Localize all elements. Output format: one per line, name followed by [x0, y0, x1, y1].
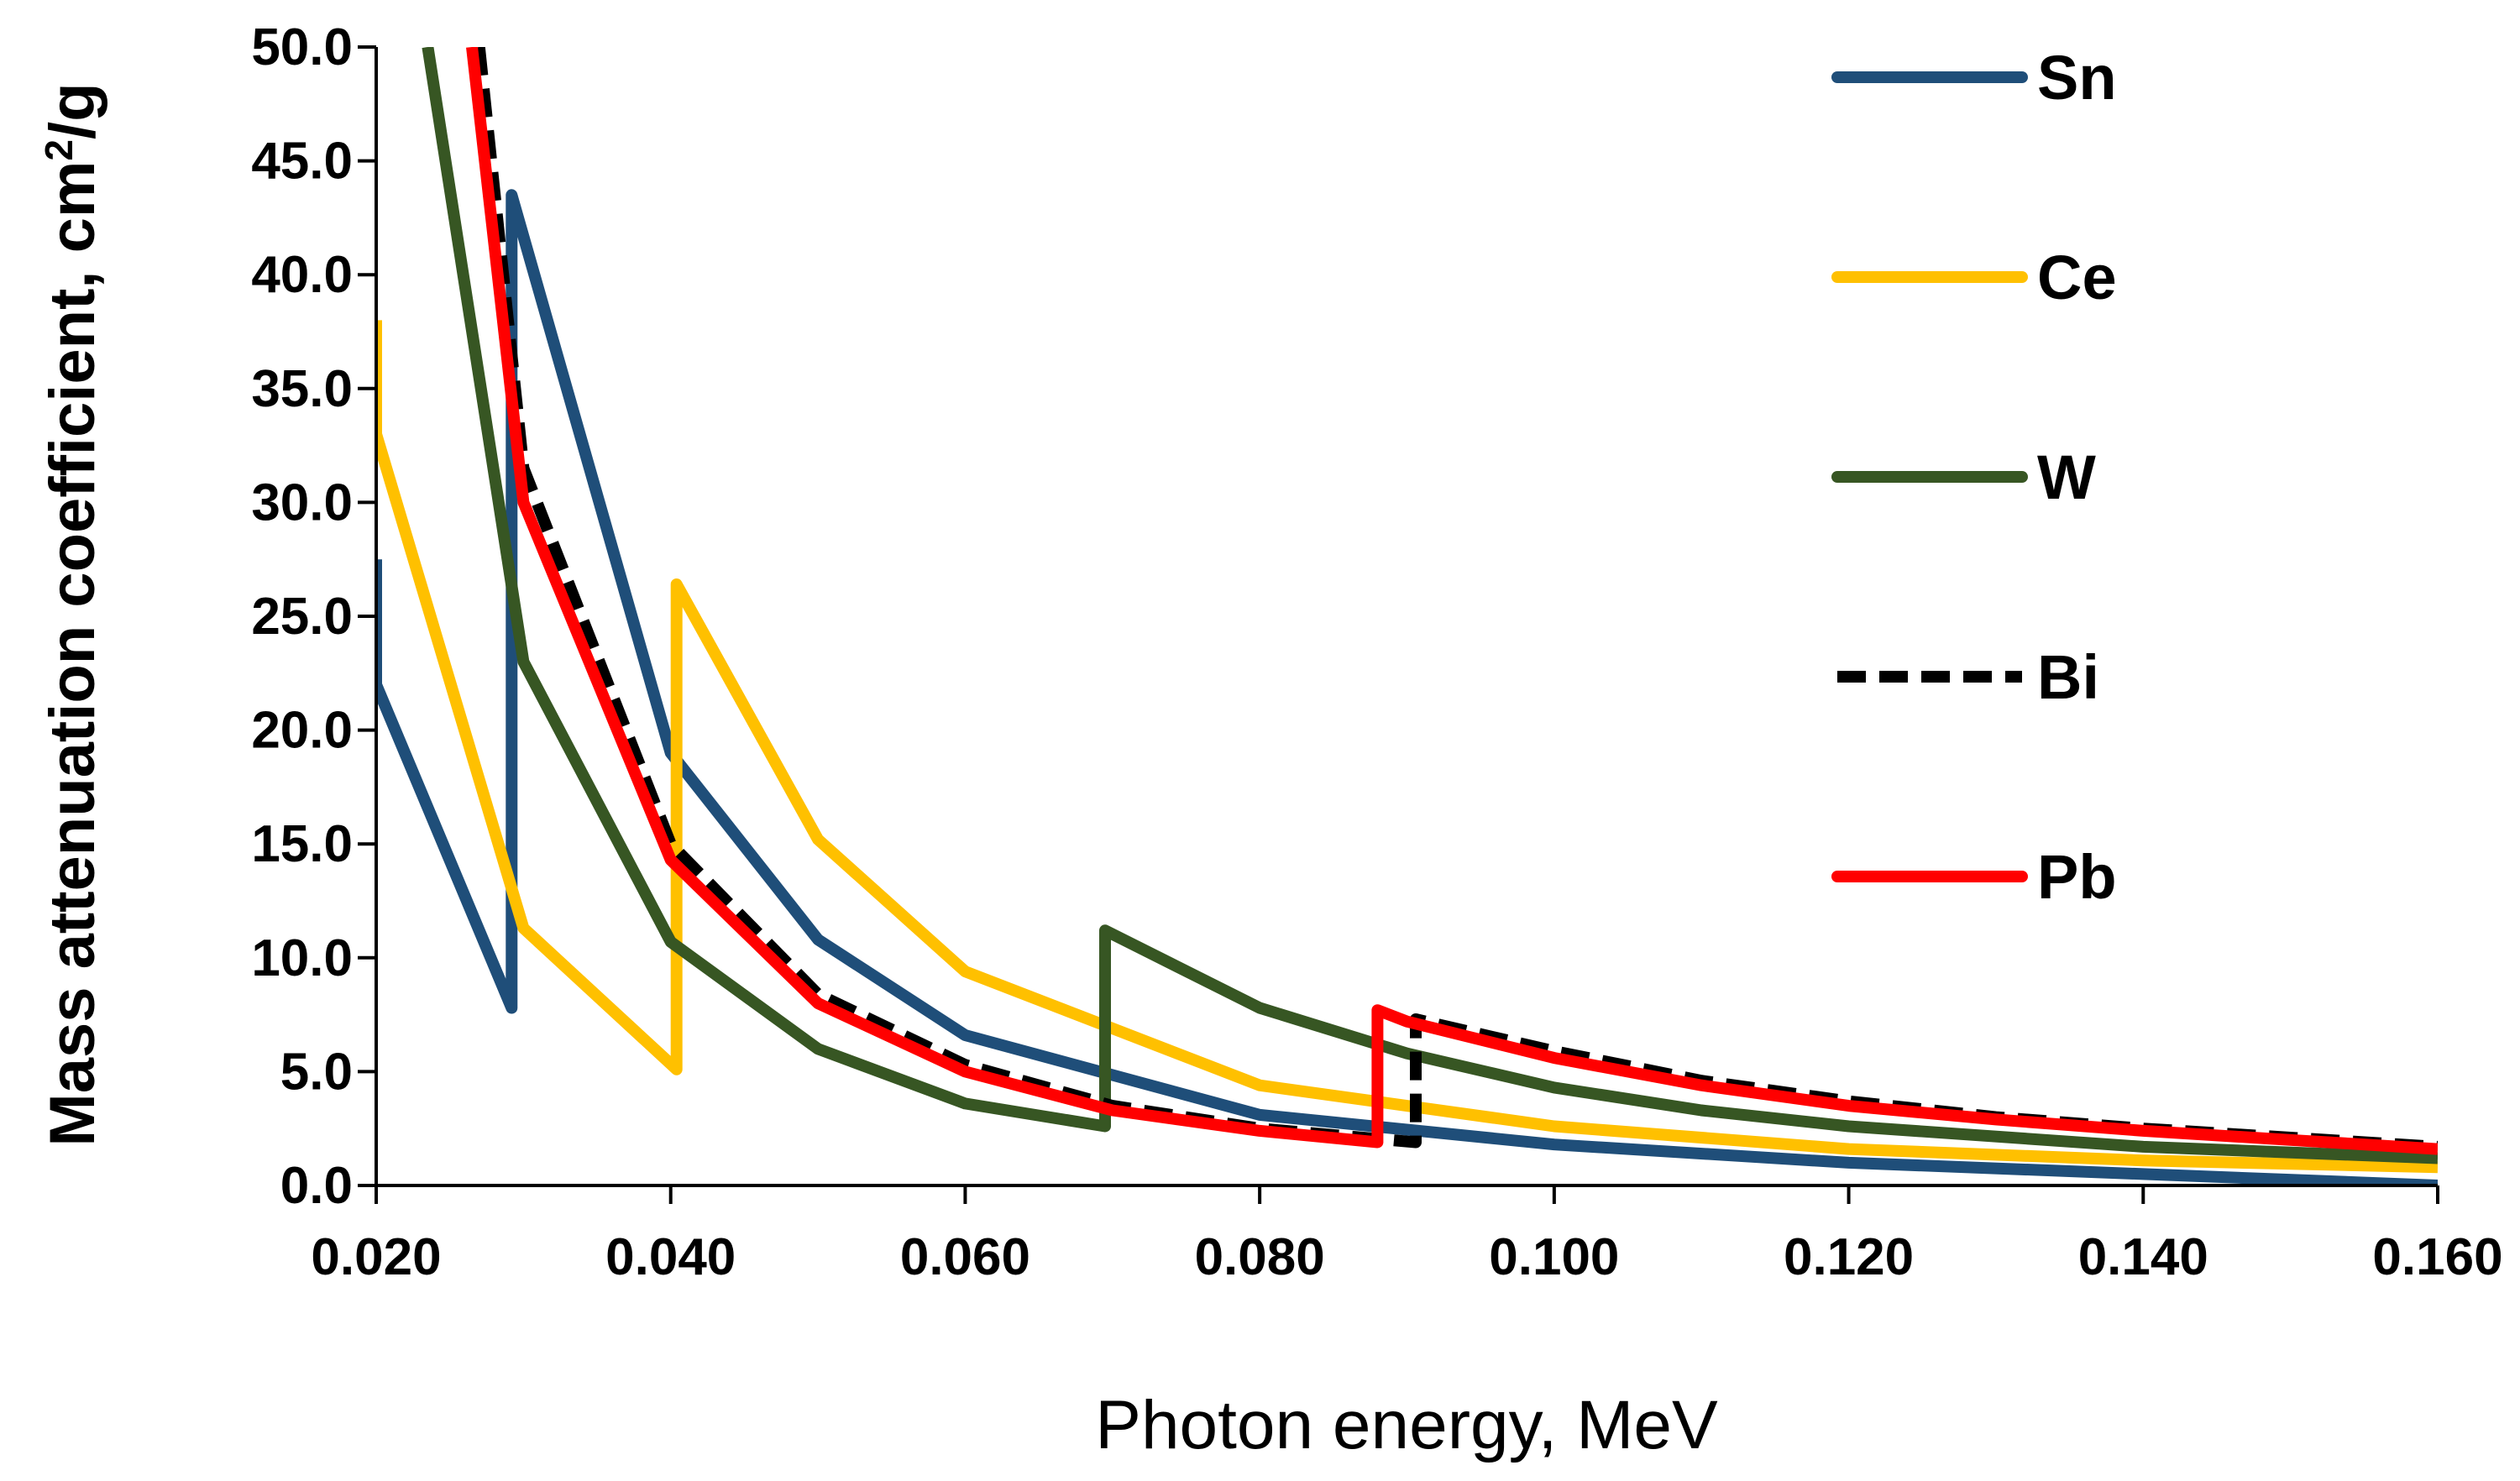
ticks-layer: 0.0 5.0 10.0 15.0 20.0 25.0 30.0 35.0 40.0 45.0 50… [251, 18, 2502, 1286]
y-axis-title-superscript: 2 [37, 139, 81, 161]
y-tick-label: 40.0 [251, 246, 353, 304]
y-tick-label: 0.0 [280, 1157, 353, 1215]
series-line-ce [376, 320, 2438, 1174]
y-tick-label: 15.0 [251, 815, 353, 873]
y-axis-title-main: Mass attenuation coefficient, cm [37, 161, 108, 1147]
legend-label-ce: Ce [2037, 243, 2117, 312]
y-axis-title: Mass attenuation coefficient, cm2/g [37, 82, 108, 1146]
y-tick-label: 5.0 [280, 1043, 353, 1101]
series-line-pb [466, 47, 2438, 1155]
y-tick-label: 30.0 [251, 474, 353, 531]
legend-label-w: W [2037, 442, 2096, 512]
x-tick-label: 0.060 [900, 1228, 1030, 1286]
y-tick-label: 25.0 [251, 588, 353, 646]
x-tick-label: 0.080 [1195, 1228, 1325, 1286]
x-axis-title: Photon energy, MeV [1095, 1387, 1718, 1463]
x-tick-label: 0.020 [311, 1228, 441, 1286]
y-tick-label: 20.0 [251, 702, 353, 760]
x-tick-label: 0.120 [1784, 1228, 1914, 1286]
legend: Sn Ce W Bi Pb [1831, 43, 2117, 912]
series-line-sn [376, 189, 2438, 1185]
x-tick-label: 0.040 [605, 1228, 736, 1286]
y-tick-label: 10.0 [251, 929, 353, 987]
x-tick-label: 0.160 [2372, 1228, 2502, 1286]
axes-layer [375, 47, 2438, 1187]
legend-label-sn: Sn [2037, 43, 2117, 113]
legend-label-pb: Pb [2037, 842, 2117, 912]
y-tick-label: 35.0 [251, 360, 353, 418]
x-tick-label: 0.140 [2078, 1228, 2208, 1286]
series-line-bi [473, 47, 2438, 1153]
y-axis-title-unit: /g [37, 82, 108, 139]
legend-label-bi: Bi [2037, 642, 2099, 712]
series-layer [376, 47, 2438, 1185]
x-tick-label: 0.100 [1489, 1228, 1619, 1286]
series-line-w [422, 47, 2438, 1164]
y-tick-label: 45.0 [251, 133, 353, 191]
y-tick-label: 50.0 [251, 18, 353, 76]
